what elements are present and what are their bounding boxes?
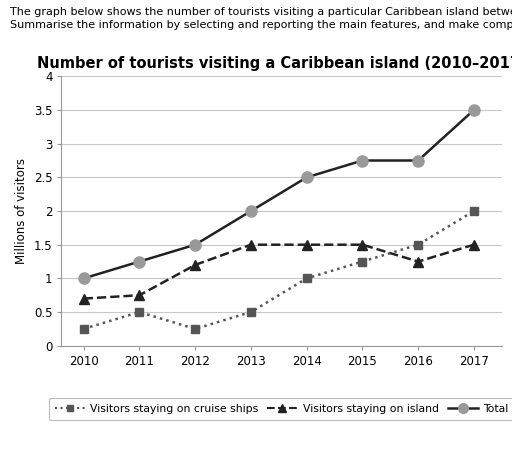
Legend: Visitors staying on cruise ships, Visitors staying on island, Total: Visitors staying on cruise ships, Visito… <box>49 398 512 420</box>
Text: The graph below shows the number of tourists visiting a particular Caribbean isl: The graph below shows the number of tour… <box>10 7 512 17</box>
Y-axis label: Millions of visitors: Millions of visitors <box>15 158 28 264</box>
Title: Number of tourists visiting a Caribbean island (2010–2017): Number of tourists visiting a Caribbean … <box>37 56 512 71</box>
Text: Summarise the information by selecting and reporting the main features, and make: Summarise the information by selecting a… <box>10 20 512 30</box>
